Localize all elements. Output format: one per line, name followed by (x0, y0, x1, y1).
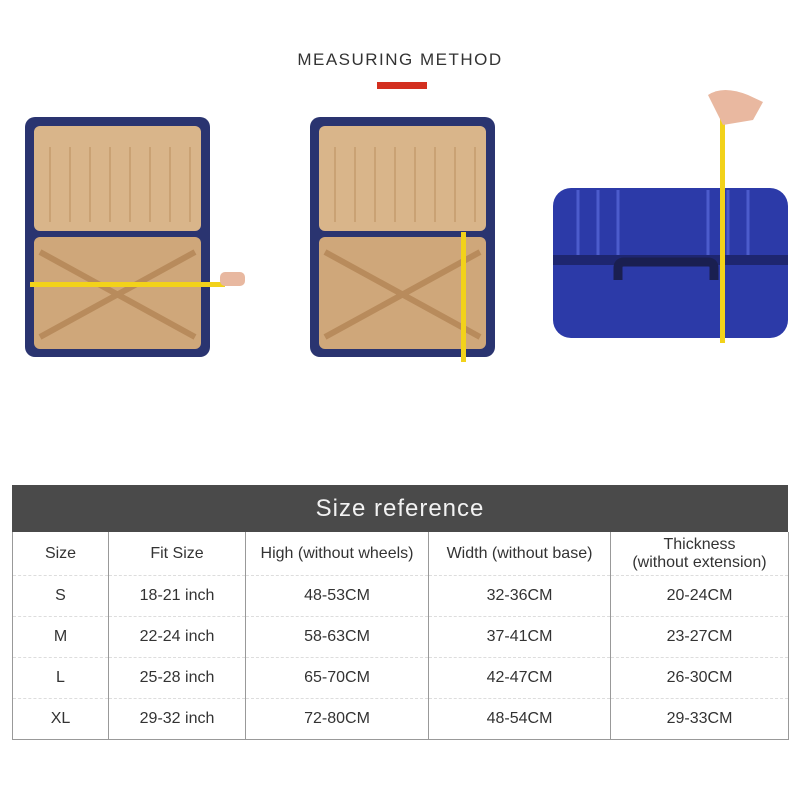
column-header-width: Width (without base) (428, 532, 611, 576)
cell-width: 48-54CM (428, 698, 611, 740)
cell-fit-size: 18-21 inch (108, 575, 246, 617)
cell-size: S (12, 575, 109, 617)
thickness-label: Thickness (663, 535, 736, 553)
cell-size: XL (12, 698, 109, 740)
cell-thickness: 20-24CM (610, 575, 789, 617)
column-header-thickness: Thickness (without extension) (610, 532, 789, 576)
cell-fit-size: 25-28 inch (108, 657, 246, 699)
cell-high: 58-63CM (245, 616, 429, 658)
column-header-size: Size (12, 532, 109, 576)
cell-size: L (12, 657, 109, 699)
cell-thickness: 26-30CM (610, 657, 789, 699)
cell-fit-size: 29-32 inch (108, 698, 246, 740)
table-row: M 22-24 inch 58-63CM 37-41CM 23-27CM (12, 616, 789, 658)
suitcase-open-width-measure-icon (25, 117, 245, 357)
suitcase-closed-thickness-measure-icon (553, 90, 788, 343)
cell-high: 72-80CM (245, 698, 429, 740)
thickness-sublabel: (without extension) (632, 553, 767, 571)
table-row: XL 29-32 inch 72-80CM 48-54CM 29-33CM (12, 698, 789, 740)
column-header-high: High (without wheels) (245, 532, 429, 576)
cell-thickness: 29-33CM (610, 698, 789, 740)
table-title: Size reference (12, 485, 788, 532)
cell-fit-size: 22-24 inch (108, 616, 246, 658)
table-row: S 18-21 inch 48-53CM 32-36CM 20-24CM (12, 575, 789, 617)
cell-width: 32-36CM (428, 575, 611, 617)
size-reference-table: Size reference Size Fit Size High (witho… (12, 485, 789, 740)
cell-thickness: 23-27CM (610, 616, 789, 658)
column-header-fit-size: Fit Size (108, 532, 246, 576)
cell-width: 42-47CM (428, 657, 611, 699)
title-underline (377, 82, 427, 89)
cell-size: M (12, 616, 109, 658)
cell-width: 37-41CM (428, 616, 611, 658)
page-title: MEASURING METHOD (297, 50, 503, 69)
table-header-row: Size Fit Size High (without wheels) Widt… (12, 532, 789, 576)
cell-high: 48-53CM (245, 575, 429, 617)
suitcase-open-height-measure-icon (310, 117, 495, 362)
cell-high: 65-70CM (245, 657, 429, 699)
table-row: L 25-28 inch 65-70CM 42-47CM 26-30CM (12, 657, 789, 699)
